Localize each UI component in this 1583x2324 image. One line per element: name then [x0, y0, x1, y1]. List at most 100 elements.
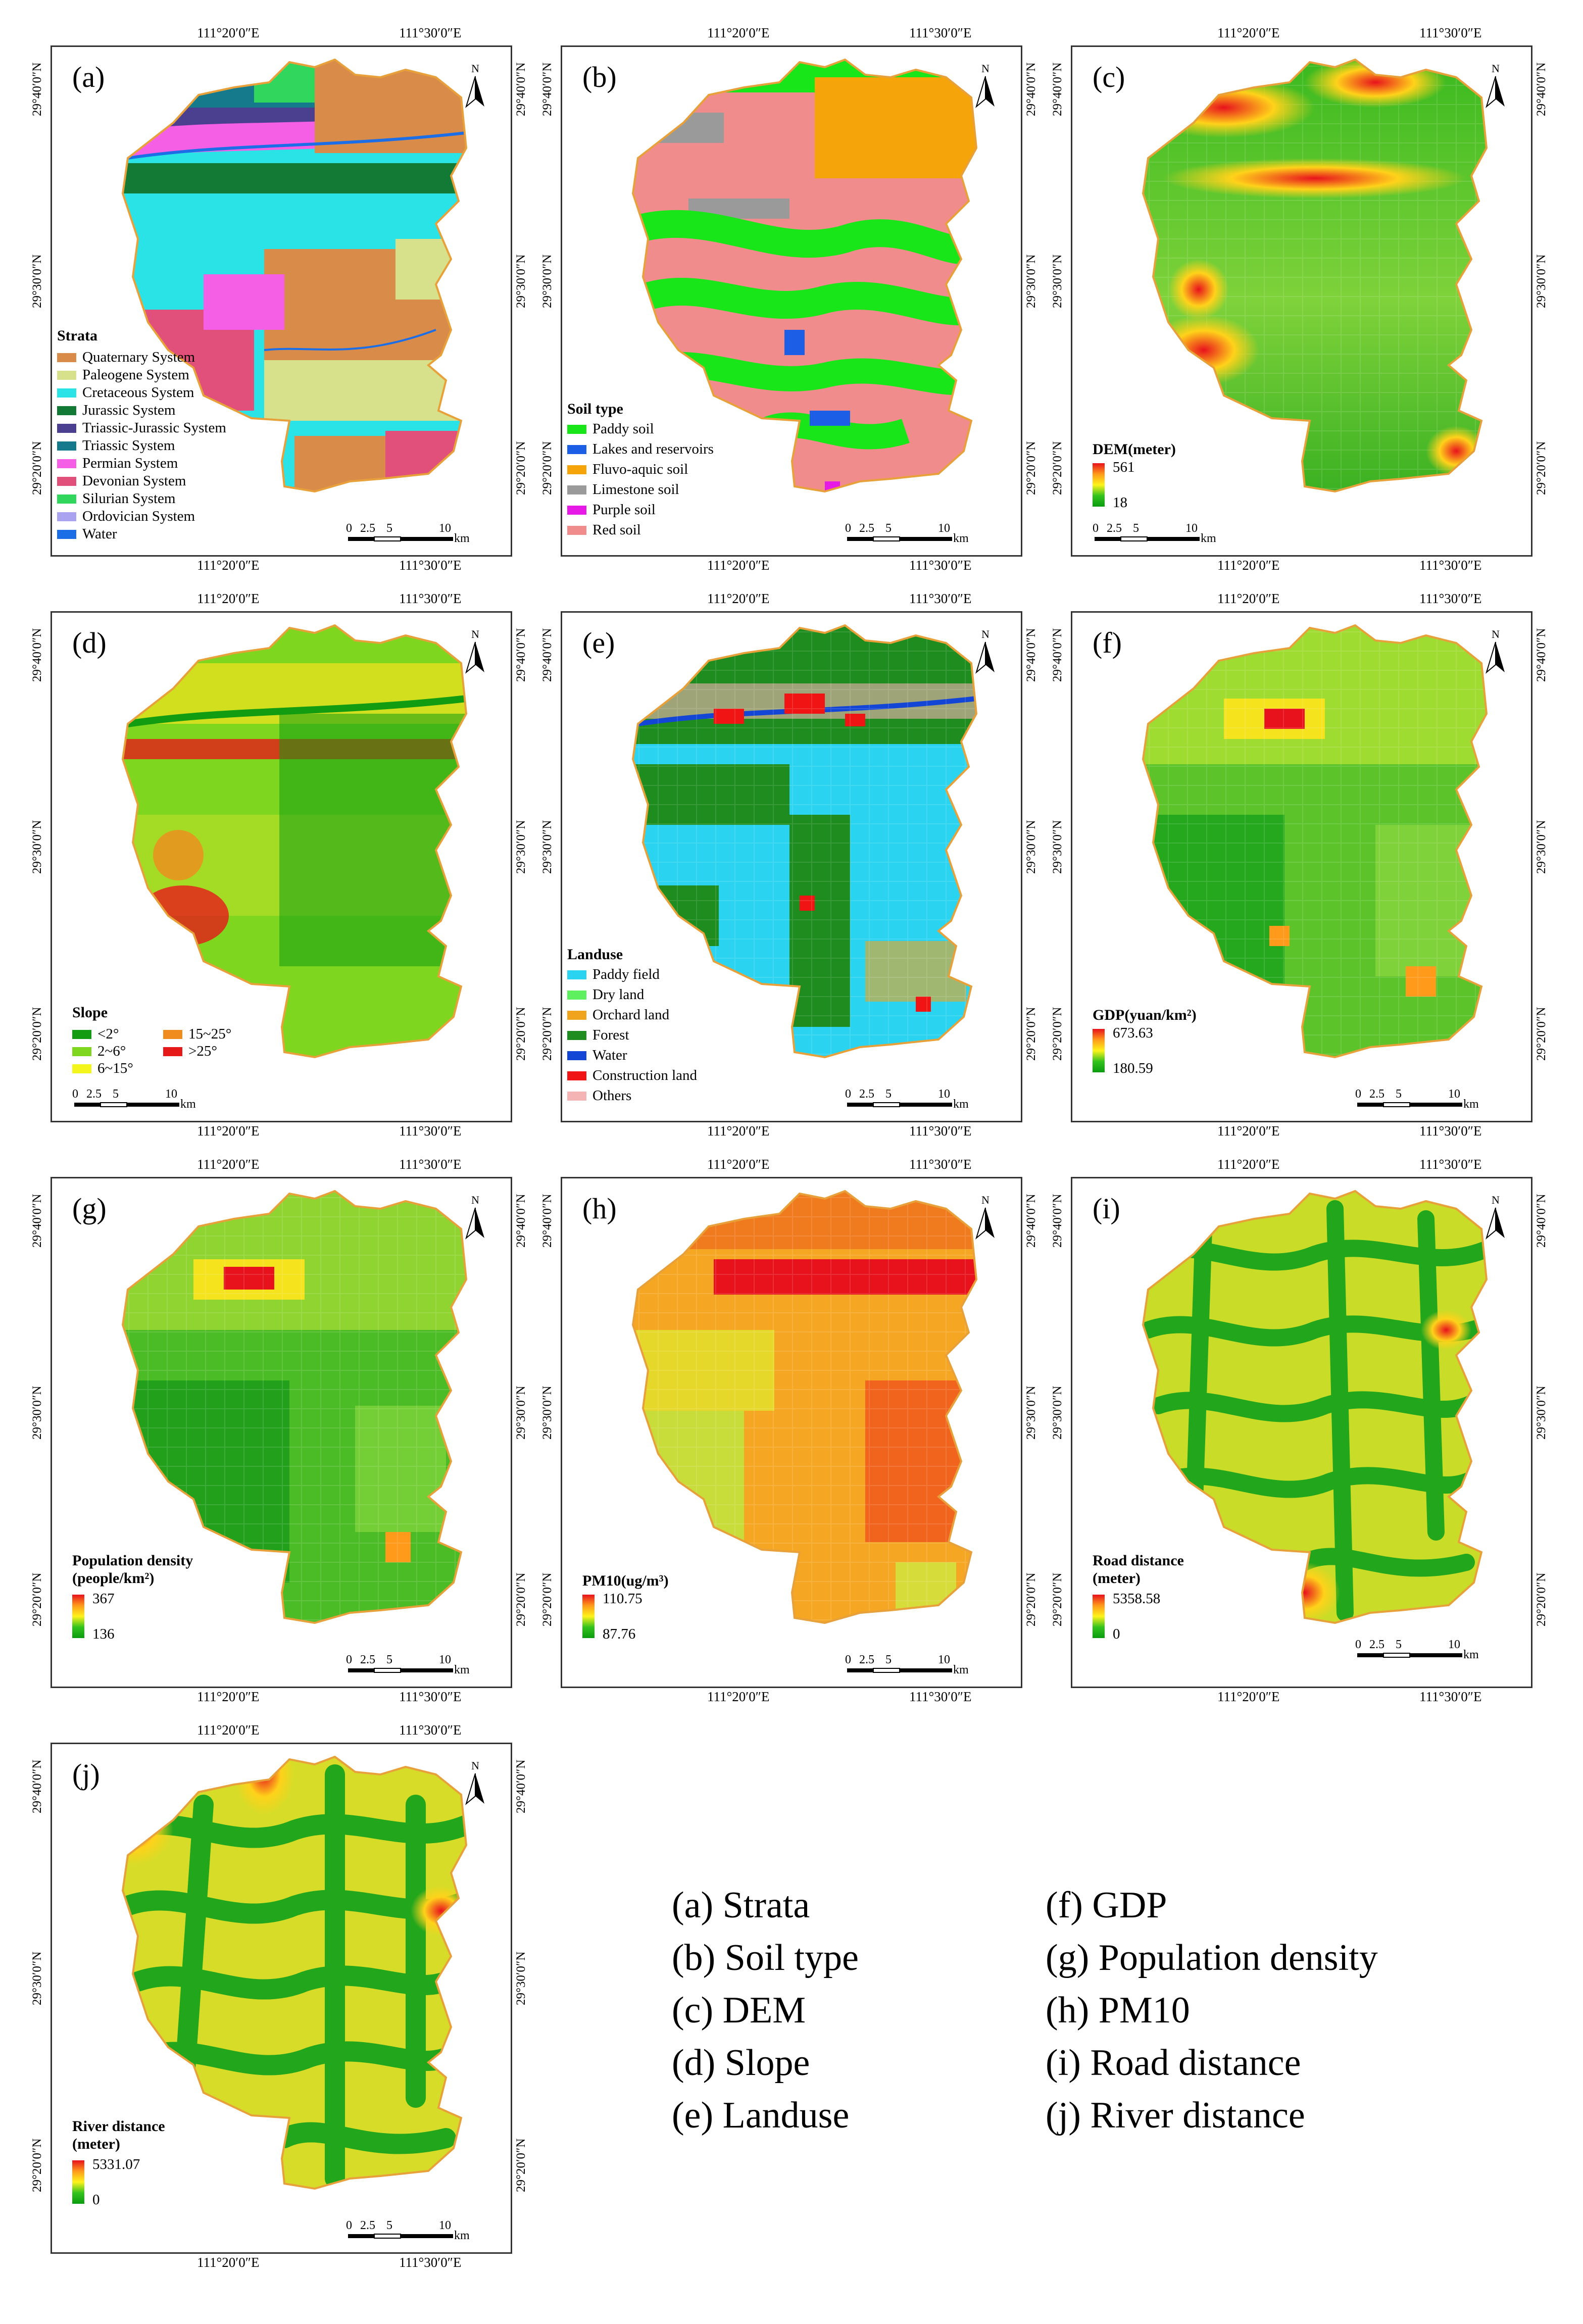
- svg-text:2.5: 2.5: [1369, 1087, 1384, 1101]
- svg-text:10: 10: [938, 1653, 950, 1666]
- longitude-label: 111°30′0″E: [909, 591, 972, 606]
- panel-label: (i): [1093, 1192, 1120, 1225]
- longitude-label: 111°30′0″E: [399, 558, 462, 573]
- latitude-label: 29°40′0″N: [30, 628, 44, 682]
- legend-swatch: [57, 406, 76, 415]
- legend-swatch: [567, 1030, 586, 1040]
- ramp-max: 367: [92, 1591, 115, 1607]
- panel-label: (e): [582, 626, 615, 659]
- legend-label: Ordovician System: [82, 508, 195, 524]
- color-ramp: [72, 2160, 84, 2204]
- legend-label: Permian System: [82, 455, 178, 471]
- legend-item: Forest: [567, 1027, 629, 1044]
- ramp-max: 110.75: [603, 1591, 642, 1607]
- longitude-label: 111°20′0″E: [197, 1722, 260, 1738]
- key-item: (d) Slope: [672, 2042, 810, 2084]
- svg-text:2.5: 2.5: [360, 2219, 375, 2232]
- ramp-min: 0: [92, 2192, 100, 2208]
- longitude-label: 111°20′0″E: [1217, 1157, 1280, 1172]
- legend-label: Triassic-Jurassic System: [82, 420, 226, 436]
- svg-text:N: N: [981, 628, 990, 640]
- svg-text:5: 5: [386, 2219, 392, 2232]
- svg-text:0: 0: [346, 2219, 352, 2232]
- legend-label: Red soil: [592, 522, 641, 538]
- latitude-label: 29°40′0″N: [540, 62, 554, 116]
- color-ramp: [1093, 1595, 1105, 1638]
- latitude-label: 29°40′0″N: [514, 62, 528, 116]
- longitude-label: 111°30′0″E: [399, 1123, 462, 1139]
- longitude-label: 111°20′0″E: [1217, 558, 1280, 573]
- panel-dem: (c) N DEM(meter) 561 18 0 2.5 5 10 km: [1071, 45, 1532, 557]
- longitude-label: 111°30′0″E: [909, 1689, 972, 1704]
- longitude-label: 111°30′0″E: [1419, 25, 1482, 40]
- legend-item: Lakes and reservoirs: [567, 441, 714, 458]
- color-ramp: [72, 1595, 84, 1638]
- longitude-label: 111°30′0″E: [1419, 591, 1482, 606]
- svg-text:5: 5: [1133, 522, 1139, 535]
- longitude-label: 111°30′0″E: [399, 1157, 462, 1172]
- legend-label: Others: [592, 1087, 632, 1104]
- legend-item: Triassic System: [57, 437, 175, 454]
- latitude-label: 29°30′0″N: [514, 820, 528, 874]
- ramp-max: 5358.58: [1113, 1591, 1161, 1607]
- legend-label: Fluvo-aquic soil: [592, 461, 688, 477]
- legend-label: >25°: [188, 1043, 217, 1059]
- panel-population-density: (g) N Population density (people/km²) 36…: [51, 1177, 512, 1688]
- legend-item: Fluvo-aquic soil: [567, 461, 688, 478]
- north-arrow-icon: N: [460, 61, 490, 112]
- longitude-label: 111°20′0″E: [707, 591, 770, 606]
- latitude-label: 29°30′0″N: [1024, 254, 1038, 308]
- longitude-label: 111°20′0″E: [707, 1689, 770, 1704]
- svg-text:km: km: [180, 1098, 196, 1111]
- legend-swatch: [57, 388, 76, 398]
- scale-bar: 0 2.5 5 10 km: [346, 1653, 470, 1682]
- scale-bar: 0 2.5 5 10 km: [72, 1087, 196, 1116]
- latitude-label: 29°20′0″N: [540, 441, 554, 495]
- legend-swatch: [567, 1051, 586, 1060]
- latitude-label: 29°40′0″N: [1535, 62, 1548, 116]
- legend-label: Dry land: [592, 986, 645, 1003]
- ramp-min: 0: [1113, 1626, 1120, 1642]
- latitude-label: 29°40′0″N: [1024, 62, 1038, 116]
- svg-text:km: km: [1201, 532, 1216, 545]
- svg-text:10: 10: [439, 522, 451, 535]
- latitude-label: 29°30′0″N: [514, 254, 528, 308]
- legend-swatch: [567, 444, 586, 454]
- legend-label: 15~25°: [188, 1026, 232, 1042]
- ramp-min: 18: [1113, 495, 1127, 511]
- latitude-label: 29°30′0″N: [30, 820, 44, 874]
- latitude-label: 29°30′0″N: [1024, 820, 1038, 874]
- latitude-label: 29°30′0″N: [30, 254, 44, 308]
- longitude-label: 111°30′0″E: [399, 2255, 462, 2270]
- longitude-label: 111°20′0″E: [197, 1157, 260, 1172]
- svg-text:0: 0: [845, 522, 851, 535]
- pm10-map: [632, 1190, 977, 1624]
- latitude-label: 29°20′0″N: [1535, 1572, 1548, 1626]
- latitude-label: 29°20′0″N: [30, 441, 44, 495]
- legend-label: Lakes and reservoirs: [592, 441, 714, 457]
- longitude-label: 111°20′0″E: [1217, 591, 1280, 606]
- panel-landuse: (e) N Landuse Paddy field Dry land Orchard…: [561, 611, 1022, 1122]
- legend-item: Paleogene System: [57, 367, 189, 383]
- ramp-min: 87.76: [603, 1626, 636, 1642]
- legend-item: Permian System: [57, 455, 178, 472]
- legend-item: Orchard land: [567, 1007, 669, 1023]
- ramp-max: 673.63: [1113, 1025, 1153, 1041]
- latitude-label: 29°40′0″N: [1024, 628, 1038, 682]
- latitude-label: 29°20′0″N: [1051, 1572, 1064, 1626]
- svg-text:5: 5: [1396, 1087, 1402, 1101]
- legend-label: Construction land: [592, 1067, 698, 1083]
- scale-bar: 0 2.5 5 10 km: [845, 1653, 969, 1682]
- legend-label: <2°: [97, 1026, 119, 1042]
- svg-text:2.5: 2.5: [859, 1653, 874, 1666]
- scale-bar: 0 2.5 5 10 km: [845, 1087, 969, 1116]
- legend-label: 2~6°: [97, 1043, 126, 1059]
- legend-swatch: [72, 1029, 91, 1039]
- scale-bar: 0 2.5 5 10 km: [346, 522, 470, 550]
- latitude-label: 29°20′0″N: [30, 2138, 44, 2192]
- latitude-label: 29°40′0″N: [1051, 1194, 1064, 1248]
- legend-swatch: [567, 525, 586, 535]
- legend-swatch: [567, 1010, 586, 1020]
- legend-title: River distance: [72, 2118, 165, 2135]
- longitude-label: 111°30′0″E: [909, 1123, 972, 1139]
